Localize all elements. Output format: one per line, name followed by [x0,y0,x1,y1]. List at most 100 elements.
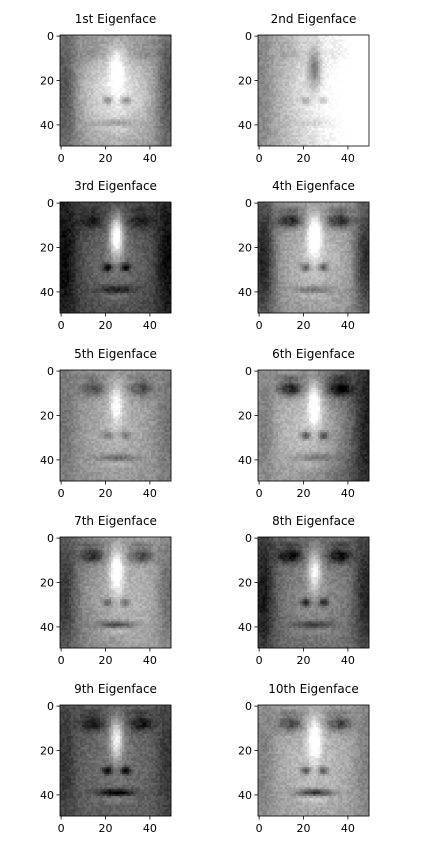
heatmap-cell [344,46,348,49]
heatmap-cell [164,143,167,147]
heatmap-cell [106,66,110,69]
heatmap-cell [62,59,65,62]
heatmap-cell [340,54,343,58]
heatmap-cell [355,59,359,62]
heatmap-cell [146,79,150,82]
heatmap-cell [124,130,127,134]
heatmap-cell [366,43,370,47]
heatmap-cell [324,126,328,129]
heatmap-cell [82,132,85,136]
heatmap-cell [271,39,274,43]
heatmap-cell [166,112,170,116]
heatmap-cell [159,121,163,125]
heatmap-cell [280,132,283,136]
heatmap-cell [153,99,156,102]
heatmap-cell [162,143,165,147]
heatmap-cell [108,132,112,136]
heatmap-cell [131,137,134,140]
heatmap-cell [137,46,141,49]
heatmap-cell [306,54,310,58]
heatmap-cell [333,101,337,105]
heatmap-cell [304,92,308,96]
heatmap-cell [357,74,361,78]
heatmap-cell [166,139,170,142]
heatmap-cell [164,123,167,127]
heatmap-cell [155,97,159,100]
heatmap-cell [264,35,268,38]
heatmap-cell [153,119,156,122]
heatmap-cell [360,132,363,136]
heatmap-cell [126,35,130,38]
heatmap-cell [293,43,297,47]
heatmap-cell [311,99,314,102]
heatmap-cell [286,106,290,109]
heatmap-cell [277,132,281,136]
heatmap-cell [337,101,341,105]
heatmap-cell [266,46,270,49]
heatmap-cell [269,63,272,67]
heatmap-cell [286,101,290,105]
heatmap-cell [349,77,352,80]
heatmap-cell [315,128,319,131]
heatmap-cell [95,68,99,71]
heatmap-cell [273,99,277,102]
heatmap-cell [313,94,317,98]
heatmap-cell [266,66,270,69]
heatmap-cell [360,134,363,138]
heatmap-cell [342,68,345,71]
heatmap-cell [262,46,266,49]
heatmap-cell [342,39,345,43]
heatmap-cell [340,92,343,96]
heatmap-cell [324,103,328,107]
heatmap-cell [326,43,330,47]
heatmap-cell [137,134,141,138]
heatmap-cell [168,50,172,54]
heatmap-cell [60,68,63,71]
heatmap-cell [300,112,303,116]
heatmap-cell [295,83,299,87]
heatmap-cell [119,48,123,51]
heatmap-cell [277,112,281,116]
heatmap-cell [353,112,357,116]
heatmap-cell [139,121,143,125]
heatmap-cell [262,132,266,136]
heatmap-cell [360,121,363,125]
heatmap-cell [155,77,159,80]
heatmap-cell [155,99,159,102]
heatmap-cell [71,77,74,80]
heatmap-cell [302,77,305,80]
heatmap-cell [353,117,357,120]
heatmap-cell [113,103,116,107]
heatmap-cell [337,72,341,76]
heatmap-cell [306,77,310,80]
heatmap-cell [131,68,134,71]
heatmap-cell [335,108,339,111]
heatmap-cell [353,141,357,145]
heatmap-cell [291,37,294,40]
heatmap-cell [295,88,299,91]
heatmap-cell [264,61,268,65]
heatmap-cell [302,46,305,49]
heatmap-cell [104,59,107,62]
heatmap-cell [366,37,370,40]
heatmap-cell [277,46,281,49]
heatmap-cell [282,50,285,54]
heatmap-cell [106,119,110,122]
heatmap-cell [128,46,132,49]
heatmap-cell [77,41,81,45]
heatmap-cell [79,63,83,67]
heatmap-cell [269,43,272,47]
heatmap-cell [324,77,328,80]
heatmap-cell [335,74,339,78]
heatmap-cell [104,50,107,54]
heatmap-cell [119,112,123,116]
heatmap-cell [126,108,130,111]
heatmap-cell [315,94,319,98]
heatmap-cell [295,94,299,98]
heatmap-cell [364,99,368,102]
heatmap-cell [84,50,87,54]
heatmap-cell [166,74,170,78]
heatmap-cell [289,74,292,78]
heatmap-cell [124,103,127,107]
heatmap-cell [364,43,368,47]
